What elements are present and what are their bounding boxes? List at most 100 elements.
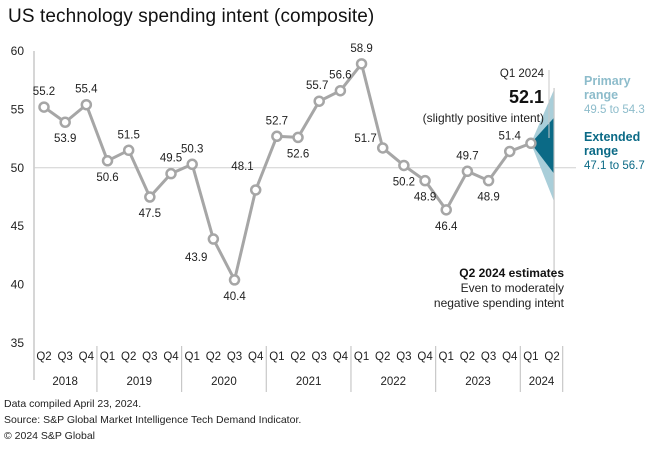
footer-copyright: © 2024 S&P Global: [4, 430, 96, 442]
data-label: 55.2: [33, 86, 55, 98]
data-point: [313, 95, 325, 107]
x-tick-label: Q2: [206, 351, 221, 363]
axes: 35 40 45 50 55 60 Q2 Q3 Q4 Q1 Q2 Q3 Q4 Q1 Q2 Q3 Q4 Q1 Q2 Q3…: [11, 44, 576, 392]
data-point: [186, 158, 198, 171]
data-label: 51.5: [117, 129, 139, 141]
data-label: 49.7: [456, 150, 478, 162]
data-point: [165, 167, 177, 180]
data-point: [398, 159, 410, 172]
x-tick-label: Q2: [36, 351, 51, 363]
y-tick-label: 35: [11, 336, 25, 350]
x-year-label: 2021: [296, 376, 322, 388]
y-tick-label: 55: [11, 102, 25, 116]
data-point: [228, 274, 241, 286]
extended-range-title: range: [584, 144, 618, 158]
footer-date: Data compiled April 23, 2024.: [4, 398, 142, 410]
x-tick-label: Q1: [523, 351, 538, 363]
extended-range-text: 47.1 to 56.7: [584, 160, 645, 172]
data-label: 50.2: [393, 176, 415, 188]
data-label: 52.7: [266, 115, 288, 127]
data-label: 52.6: [287, 148, 309, 160]
data-point: [292, 131, 304, 144]
data-label: 55.7: [306, 80, 328, 92]
data-label: 46.4: [435, 221, 458, 233]
data-point: [503, 145, 516, 158]
x-tick-label: Q4: [333, 351, 349, 363]
x-tick-label: Q3: [396, 351, 411, 363]
x-tick-label: Q4: [248, 351, 264, 363]
x-year-label: 2024: [529, 376, 555, 388]
data-label: 50.6: [96, 172, 118, 184]
x-tick-label: Q4: [502, 351, 518, 363]
data-label: 55.4: [75, 84, 98, 96]
x-tick-label: Q3: [312, 351, 327, 363]
extended-range-title: Extended: [584, 130, 640, 144]
data-point: [122, 144, 135, 157]
latest-period-label: Q1 2024: [500, 68, 545, 80]
x-tick-label: Q4: [163, 351, 179, 363]
data-point: [101, 155, 114, 167]
y-tick-label: 40: [11, 278, 25, 292]
data-labels: 55.2 53.9 55.4 50.6 51.5 47.5 49.550.3 43.9 40.4…: [33, 43, 522, 303]
x-tick-label: Q4: [417, 351, 433, 363]
data-label: 49.5: [160, 153, 182, 165]
x-year-label: 2019: [126, 376, 152, 388]
x-tick-label: Q3: [57, 351, 72, 363]
x-tick-label: Q2: [121, 351, 136, 363]
data-label: 40.4: [223, 291, 246, 303]
x-tick-label: Q4: [79, 351, 95, 363]
estimate-line-2: negative spending intent: [434, 296, 565, 310]
data-point: [355, 58, 368, 70]
estimate-line-1: Even to moderately: [461, 281, 564, 295]
data-point: [376, 142, 389, 154]
primary-range-title: Primary: [584, 74, 631, 88]
x-year-label: 2018: [52, 376, 78, 388]
x-year-label: 2022: [381, 376, 407, 388]
data-point: [144, 191, 156, 203]
x-tick-label: Q2: [544, 351, 559, 363]
data-point: [525, 137, 537, 150]
data-point: [461, 165, 474, 178]
data-label: 50.3: [181, 143, 203, 155]
y-tick-label: 60: [11, 44, 25, 58]
forecast-ranges: [530, 88, 555, 308]
x-tick-label: Q3: [142, 351, 157, 363]
data-point: [249, 184, 262, 196]
x-tick-label: Q1: [439, 351, 454, 363]
data-point: [482, 174, 495, 187]
data-label: 53.9: [54, 133, 76, 145]
data-label: 56.6: [329, 70, 351, 82]
x-tick-label: Q1: [185, 351, 200, 363]
latest-note: (slightly positive intent): [423, 111, 544, 125]
estimate-title: Q2 2024 estimates: [459, 266, 564, 280]
y-tick-label: 50: [11, 161, 25, 175]
data-point: [38, 101, 50, 113]
footer-source: Source: S&P Global Market Intelligence T…: [4, 414, 302, 426]
x-tick-label: Q1: [100, 351, 115, 363]
annotations: Q1 2024 52.1 (slightly positive intent) Pri…: [423, 68, 645, 310]
data-label: 51.7: [354, 133, 376, 145]
data-label: 58.9: [350, 43, 372, 55]
data-point: [271, 130, 283, 143]
data-label: 48.9: [414, 192, 436, 204]
series-line: [38, 58, 537, 286]
data-label: 43.9: [185, 252, 207, 264]
x-tick-label: Q2: [460, 351, 475, 363]
data-point: [440, 204, 452, 216]
chart-title: US technology spending intent (composite…: [8, 6, 375, 27]
x-tick-label: Q3: [481, 351, 496, 363]
x-tick-label: Q2: [290, 351, 305, 363]
data-point: [419, 174, 431, 187]
x-tick-label: Q1: [269, 351, 284, 363]
y-tick-label: 45: [11, 219, 25, 233]
primary-range-band: [530, 117, 555, 174]
data-point: [207, 233, 220, 245]
data-point: [334, 84, 347, 97]
x-tick-label: Q2: [375, 351, 390, 363]
x-year-label: 2023: [465, 376, 491, 388]
primary-range-text: 49.5 to 54.3: [584, 104, 645, 116]
data-label: 51.4: [499, 130, 522, 142]
primary-range-title: range: [584, 88, 618, 102]
data-point: [59, 116, 71, 128]
